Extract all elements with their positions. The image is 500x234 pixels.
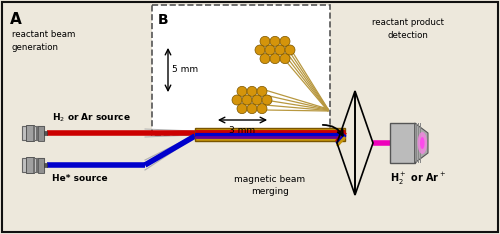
Text: B: B [158, 13, 168, 27]
Text: He* source: He* source [52, 174, 108, 183]
Circle shape [260, 54, 270, 64]
Bar [22, 158, 44, 172]
Circle shape [285, 45, 295, 55]
Text: A: A [10, 12, 22, 27]
Circle shape [242, 95, 252, 105]
Bar [33, 125, 34, 140]
Bar [26, 125, 34, 141]
Circle shape [280, 54, 290, 64]
Bar [152, 5, 330, 135]
Bar [36, 125, 38, 140]
Bar [416, 123, 417, 163]
Ellipse shape [418, 132, 427, 154]
Bar [26, 157, 34, 173]
Text: magnetic beam
merging: magnetic beam merging [234, 175, 306, 197]
Circle shape [275, 45, 285, 55]
Text: reactant product
detection: reactant product detection [372, 18, 444, 40]
Bar [44, 163, 47, 167]
Circle shape [247, 104, 257, 114]
Circle shape [255, 45, 265, 55]
Bar [44, 131, 47, 135]
Bar [420, 123, 422, 163]
Text: H$_2$ or Ar source: H$_2$ or Ar source [52, 111, 130, 124]
Circle shape [270, 36, 280, 46]
Bar [195, 128, 345, 141]
Ellipse shape [420, 137, 424, 149]
Circle shape [262, 95, 272, 105]
Bar [390, 123, 414, 163]
Bar [36, 157, 38, 172]
Text: 5 mm: 5 mm [172, 66, 198, 74]
Circle shape [252, 95, 262, 105]
Bar [22, 126, 44, 140]
Bar [38, 157, 44, 172]
Circle shape [237, 86, 247, 96]
Circle shape [247, 86, 257, 96]
Bar [33, 157, 34, 172]
Circle shape [270, 54, 280, 64]
Bar [418, 123, 419, 163]
Text: reactant beam
generation: reactant beam generation [12, 30, 76, 51]
Circle shape [280, 36, 290, 46]
Circle shape [260, 36, 270, 46]
Bar [38, 125, 44, 140]
Circle shape [257, 104, 267, 114]
Circle shape [232, 95, 242, 105]
Text: H$_2^+$ or Ar$^+$: H$_2^+$ or Ar$^+$ [390, 171, 446, 187]
Circle shape [257, 86, 267, 96]
Circle shape [237, 104, 247, 114]
Circle shape [265, 45, 275, 55]
Polygon shape [414, 123, 428, 163]
Text: 3 mm: 3 mm [230, 126, 256, 135]
